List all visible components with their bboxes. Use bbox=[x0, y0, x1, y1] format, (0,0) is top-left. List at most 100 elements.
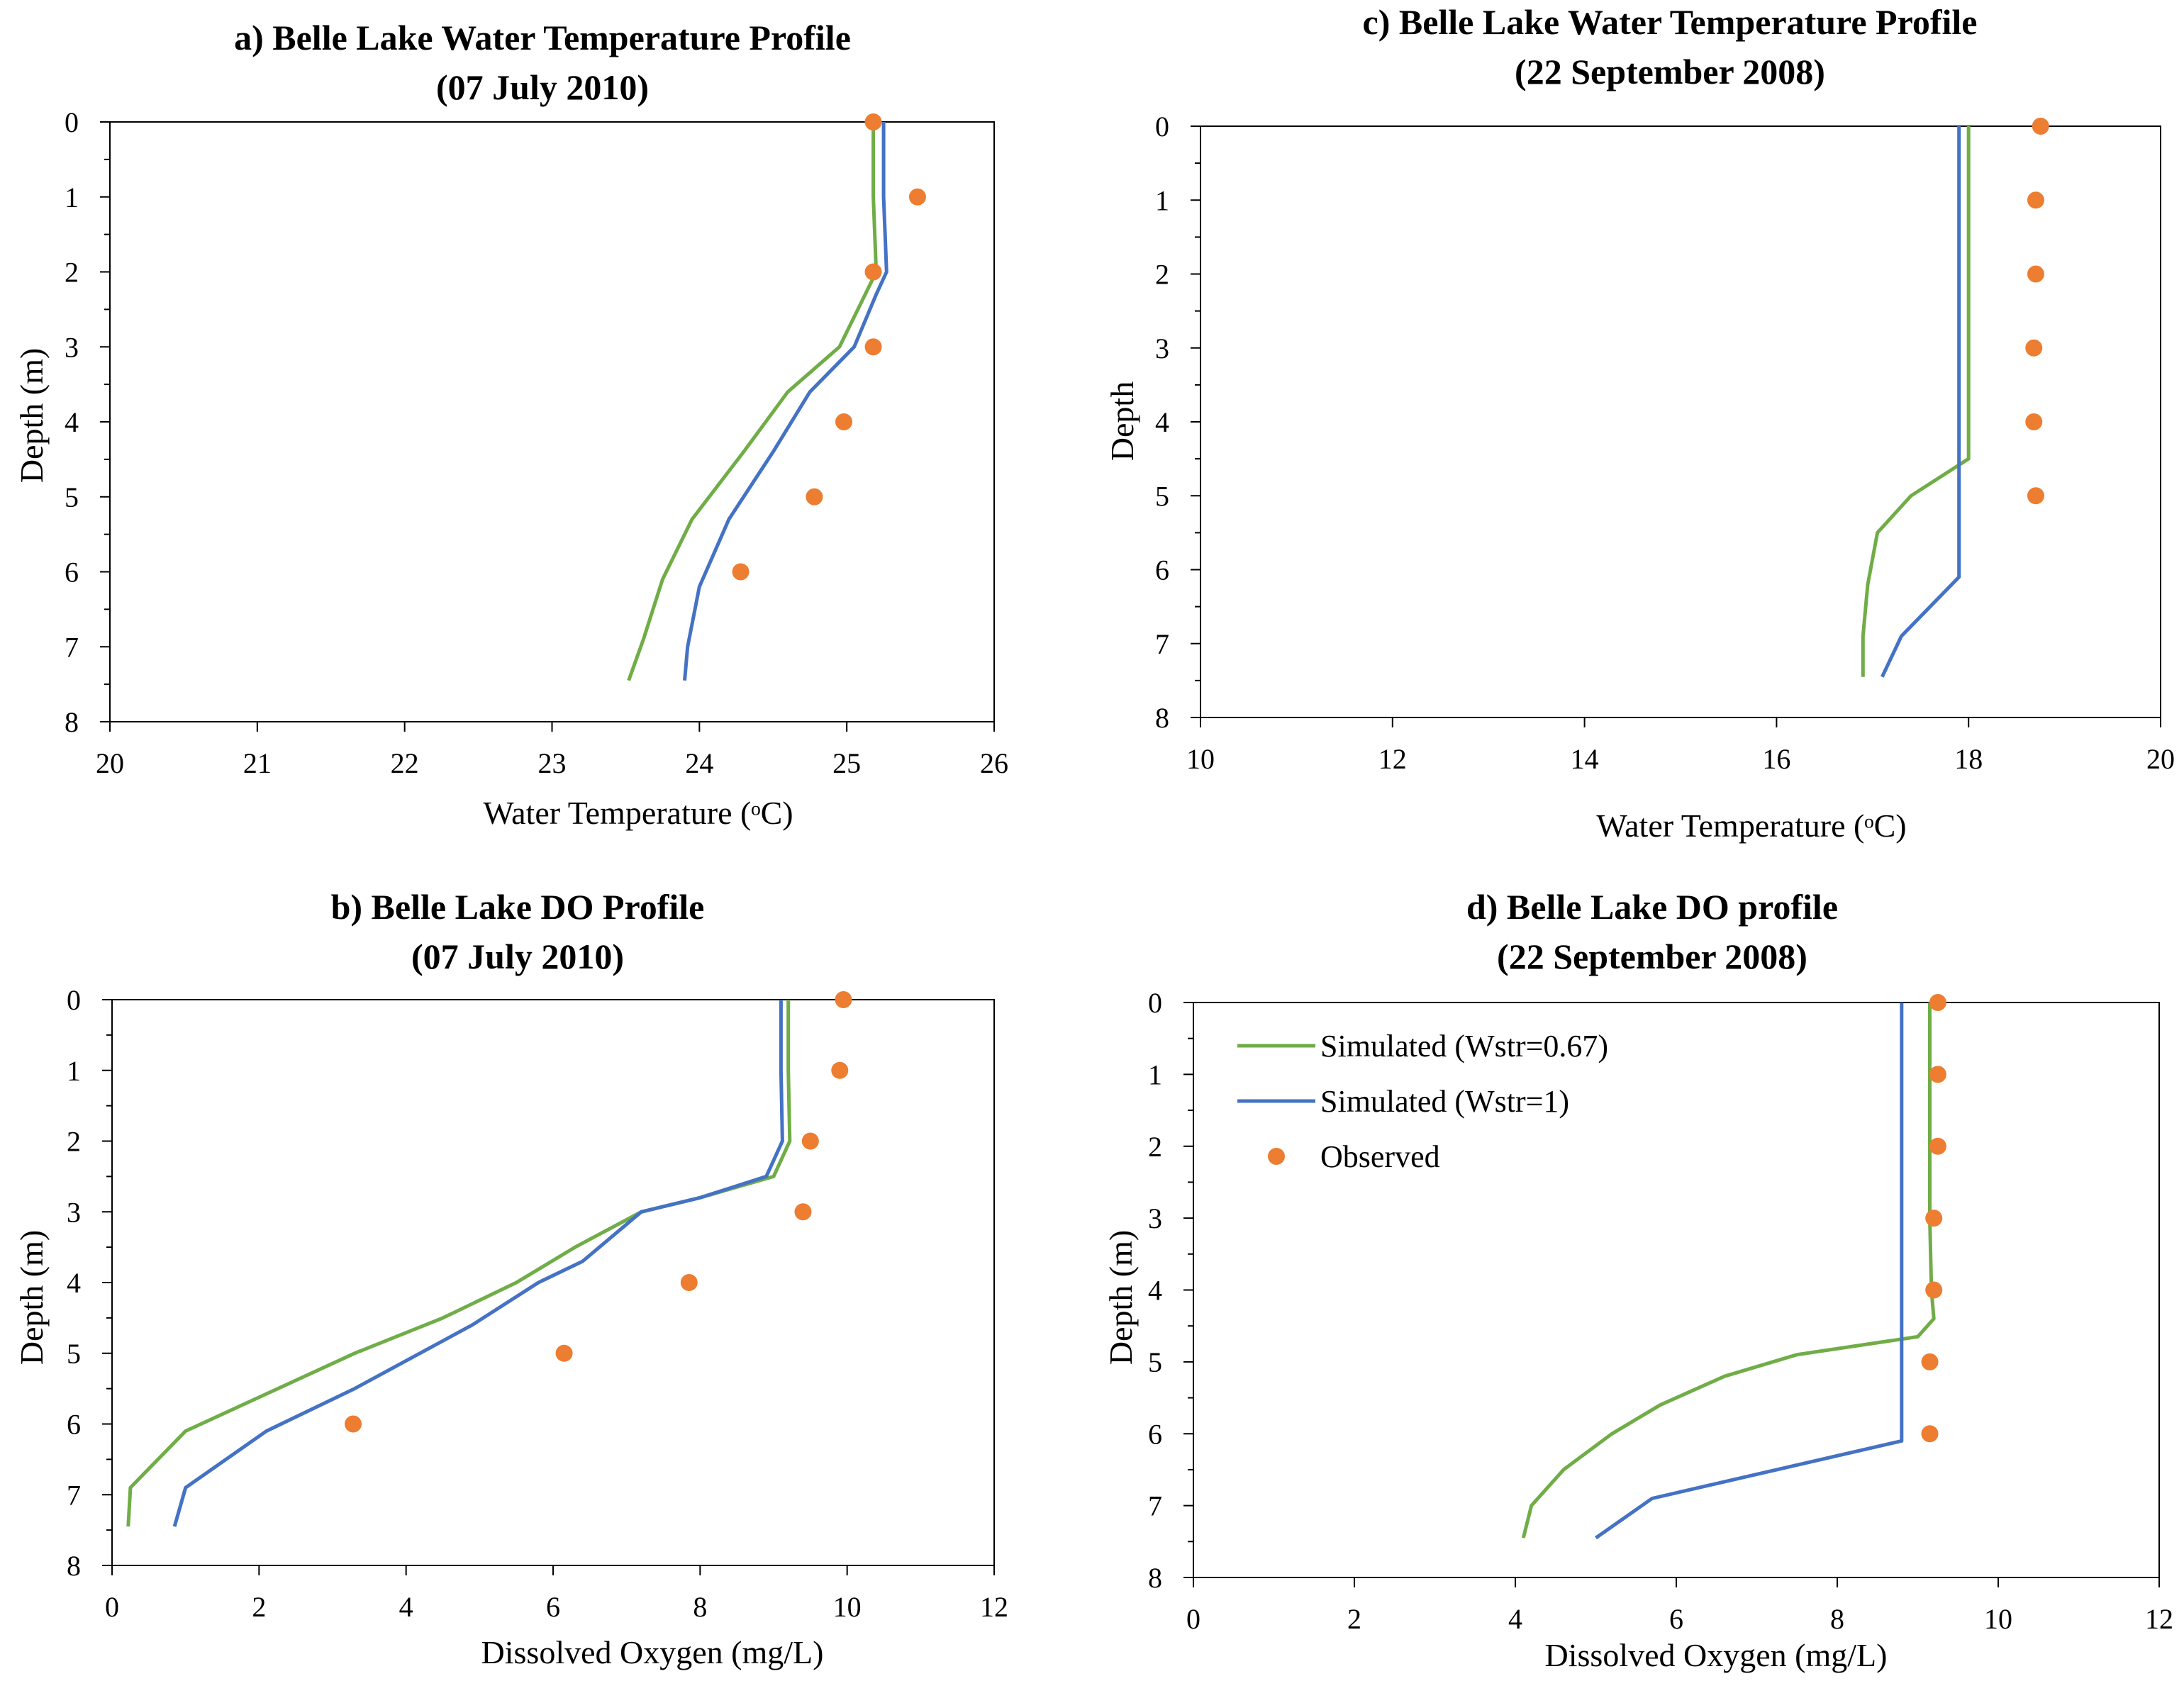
panel-a-y-tick-label: 5 bbox=[65, 481, 79, 513]
panel-a-observed-point bbox=[864, 263, 882, 281]
panel-d-x-tick-label: 8 bbox=[1830, 1603, 1844, 1635]
panel-b-x-tick-label: 12 bbox=[980, 1591, 1008, 1623]
panel-c-y-tick-label: 7 bbox=[1155, 628, 1169, 660]
panel-d-y-tick-label: 1 bbox=[1148, 1059, 1162, 1090]
panel-b-x-tick-label: 4 bbox=[399, 1591, 413, 1623]
panel-d-y-tick-label: 3 bbox=[1148, 1202, 1162, 1234]
panel-a-x-tick-label: 23 bbox=[538, 747, 567, 779]
panel-b-y-tick-label: 4 bbox=[67, 1267, 81, 1299]
panel-a-observed-point bbox=[835, 413, 853, 430]
panel-c-x-tick-label: 20 bbox=[2146, 743, 2175, 775]
panel-c-plot-frame bbox=[1200, 125, 2161, 718]
panel-b-x-tick-label: 10 bbox=[833, 1591, 862, 1623]
panel-a-y-tick-label: 8 bbox=[65, 706, 79, 738]
panel-c-temperature-september: c) Belle Lake Water Temperature Profile … bbox=[1104, 2, 2175, 844]
panel-d-y-tick-label: 0 bbox=[1148, 987, 1162, 1019]
panel-c-y-tick-label: 5 bbox=[1155, 480, 1169, 512]
legend-observed-label: Observed bbox=[1320, 1139, 1440, 1174]
panel-d-y-axis-label: Depth (m) bbox=[1103, 1230, 1139, 1365]
panel-a-observed-point bbox=[864, 113, 882, 130]
panel-b-y-tick-label: 1 bbox=[67, 1055, 81, 1087]
panel-b-x-tick-label: 8 bbox=[693, 1591, 707, 1623]
panel-b-series-blue-line bbox=[172, 1000, 784, 1527]
panel-b-observed-point bbox=[831, 1061, 849, 1079]
panel-a-x-tick-label: 24 bbox=[685, 747, 713, 779]
panel-d-observed-point bbox=[1921, 1425, 1939, 1443]
panel-b-x-tick-label: 2 bbox=[252, 1591, 266, 1623]
panel-b-series-green-line bbox=[126, 1000, 792, 1527]
panel-c-title-line2: (22 September 2008) bbox=[1515, 52, 1825, 91]
panel-d-y-tick-label: 4 bbox=[1148, 1275, 1162, 1307]
panel-c-y-tick-label: 0 bbox=[1155, 111, 1169, 143]
panel-d-observed-point bbox=[1921, 1353, 1939, 1370]
panel-a-y-axis-label: Depth (m) bbox=[13, 348, 50, 483]
panel-a-plot-frame bbox=[109, 121, 995, 722]
panel-c-title-line1: c) Belle Lake Water Temperature Profile bbox=[1363, 2, 1978, 42]
panel-b-title-line2: (07 July 2010) bbox=[411, 937, 624, 976]
panel-c-y-tick-label: 6 bbox=[1155, 554, 1169, 586]
panel-a-title-line1: a) Belle Lake Water Temperature Profile bbox=[234, 18, 851, 57]
panel-a-temperature-july: a) Belle Lake Water Temperature Profile … bbox=[13, 18, 1008, 831]
panel-b-observed-point bbox=[835, 991, 852, 1008]
panel-c-x-tick-label: 18 bbox=[1954, 743, 1983, 775]
panel-c-observed-point bbox=[2032, 118, 2049, 135]
panel-d-series-blue-line bbox=[1595, 1003, 1904, 1540]
panel-c-y-tick-label: 3 bbox=[1155, 333, 1169, 364]
panel-b-title-line1: b) Belle Lake DO Profile bbox=[331, 887, 705, 927]
panel-c-x-axis-label: Water Temperature (ᵒC) bbox=[1596, 808, 1906, 844]
panel-d-y-tick-label: 7 bbox=[1148, 1490, 1162, 1522]
panel-c-y-axis-label: Depth bbox=[1104, 381, 1140, 461]
panel-d-observed-point bbox=[1925, 1281, 1943, 1299]
panel-c-observed-point bbox=[2025, 339, 2043, 357]
panel-d-title-line1: d) Belle Lake DO profile bbox=[1466, 887, 1838, 927]
panel-b-observed-point bbox=[555, 1344, 573, 1362]
panel-a-y-tick-label: 3 bbox=[65, 331, 79, 363]
panel-b-do-july: b) Belle Lake DO Profile (07 July 2010) … bbox=[13, 887, 1008, 1670]
panel-d-x-tick-label: 4 bbox=[1508, 1603, 1522, 1635]
panel-d-y-tick-label: 6 bbox=[1148, 1418, 1162, 1450]
panel-a-title-line2: (07 July 2010) bbox=[436, 67, 649, 107]
panel-a-x-tick-label: 26 bbox=[980, 747, 1008, 779]
panel-b-x-tick-label: 0 bbox=[105, 1591, 119, 1623]
panel-a-y-tick-label: 6 bbox=[65, 557, 79, 588]
panel-a-observed-point bbox=[806, 488, 823, 506]
panel-c-y-tick-label: 2 bbox=[1155, 259, 1169, 291]
panel-c-observed-point bbox=[2027, 191, 2044, 209]
panel-d-x-tick-label: 10 bbox=[1984, 1603, 2012, 1635]
panel-a-y-tick-label: 2 bbox=[65, 257, 79, 289]
panel-d-observed-point bbox=[1929, 994, 1946, 1011]
panel-d-x-axis-label: Dissolved Oxygen (mg/L) bbox=[1545, 1637, 1888, 1673]
panel-b-y-tick-label: 2 bbox=[67, 1126, 81, 1158]
legend-green-label: Simulated (Wstr=0.67) bbox=[1320, 1029, 1608, 1063]
panel-b-observed-point bbox=[794, 1203, 812, 1221]
panel-b-y-tick-label: 0 bbox=[67, 984, 81, 1016]
panel-a-y-tick-label: 0 bbox=[65, 106, 79, 138]
panel-c-y-tick-label: 8 bbox=[1155, 702, 1169, 734]
panel-b-x-axis-label: Dissolved Oxygen (mg/L) bbox=[481, 1634, 824, 1670]
panel-b-y-tick-label: 7 bbox=[67, 1479, 81, 1511]
panel-d-y-tick-label: 5 bbox=[1148, 1346, 1162, 1378]
panel-c-observed-point bbox=[2027, 265, 2044, 283]
panel-a-x-tick-label: 25 bbox=[832, 747, 861, 779]
panel-c-series-blue-line bbox=[1881, 126, 1961, 678]
panel-a-x-tick-label: 20 bbox=[96, 747, 124, 779]
panel-d-do-september: d) Belle Lake DO profile (22 September 2… bbox=[1103, 887, 2173, 1673]
panel-d-x-tick-label: 12 bbox=[2145, 1603, 2173, 1635]
panel-a-series-green-line bbox=[627, 122, 879, 681]
panel-c-series-green-line bbox=[1861, 126, 1971, 677]
panel-c-x-tick-label: 14 bbox=[1571, 743, 1599, 775]
panel-a-series-blue-line bbox=[683, 122, 888, 681]
legend-blue-label: Simulated (Wstr=1) bbox=[1320, 1084, 1569, 1119]
panel-b-plot-frame bbox=[111, 999, 995, 1566]
panel-c-x-tick-label: 12 bbox=[1378, 743, 1407, 775]
panel-d-x-tick-label: 0 bbox=[1186, 1603, 1200, 1635]
panel-b-y-tick-label: 6 bbox=[67, 1409, 81, 1441]
panel-c-observed-point bbox=[2027, 487, 2044, 505]
panel-d-title-line2: (22 September 2008) bbox=[1497, 937, 1807, 976]
panel-b-x-tick-label: 6 bbox=[546, 1591, 560, 1623]
panel-d-observed-point bbox=[1925, 1210, 1943, 1227]
panel-d-x-tick-label: 2 bbox=[1347, 1603, 1361, 1635]
panel-a-x-axis-label: Water Temperature (ᵒC) bbox=[483, 795, 793, 831]
panel-a-observed-point bbox=[732, 563, 750, 581]
